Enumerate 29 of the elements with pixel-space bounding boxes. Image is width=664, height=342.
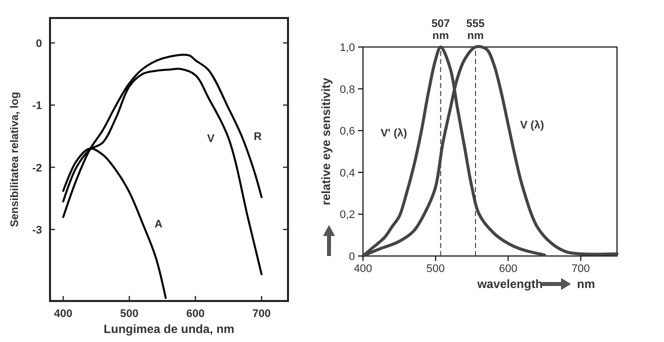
y-tick-label: 0,8 [340, 84, 355, 96]
y-tick-label: 1,0 [340, 42, 355, 54]
y-tick-label: 0,6 [340, 126, 355, 138]
y-tick-label: -3 [32, 224, 42, 236]
series-label: V' (λ) [380, 128, 408, 140]
x-tick-label: 600 [186, 308, 205, 320]
series-label: V (λ) [520, 119, 544, 132]
y-tick-label: 0,4 [340, 167, 355, 180]
series-label: V [207, 133, 216, 146]
x-tick-label: 700 [252, 308, 271, 320]
x-tick-label: 700 [572, 263, 590, 275]
x-tick-label: 500 [426, 263, 445, 275]
ref-line-label: 507 nm [431, 18, 450, 42]
x-axis-title: Lungimea de unda, nm [104, 322, 234, 336]
y-tick-label: -1 [32, 100, 42, 112]
y-axis-title: Sensibilitatea relativa, log [9, 92, 21, 228]
y-axis-title: relative eye sensitivity [319, 77, 333, 206]
x-tick-label: 400 [54, 308, 72, 320]
y-tick-label: 0,2 [340, 209, 355, 222]
x-tick-label: 500 [120, 308, 139, 320]
y-tick-label: 0 [36, 38, 42, 50]
ref-line-label: 555 nm [466, 18, 485, 42]
y-tick-label: 0 [348, 251, 355, 263]
y-tick-label: -2 [32, 162, 42, 174]
series-label: R [254, 131, 262, 144]
x-tick-label: 600 [498, 263, 518, 275]
x-tick-label: 400 [354, 263, 372, 275]
series-label: A [154, 218, 163, 230]
text: wavelength nm [477, 277, 595, 291]
